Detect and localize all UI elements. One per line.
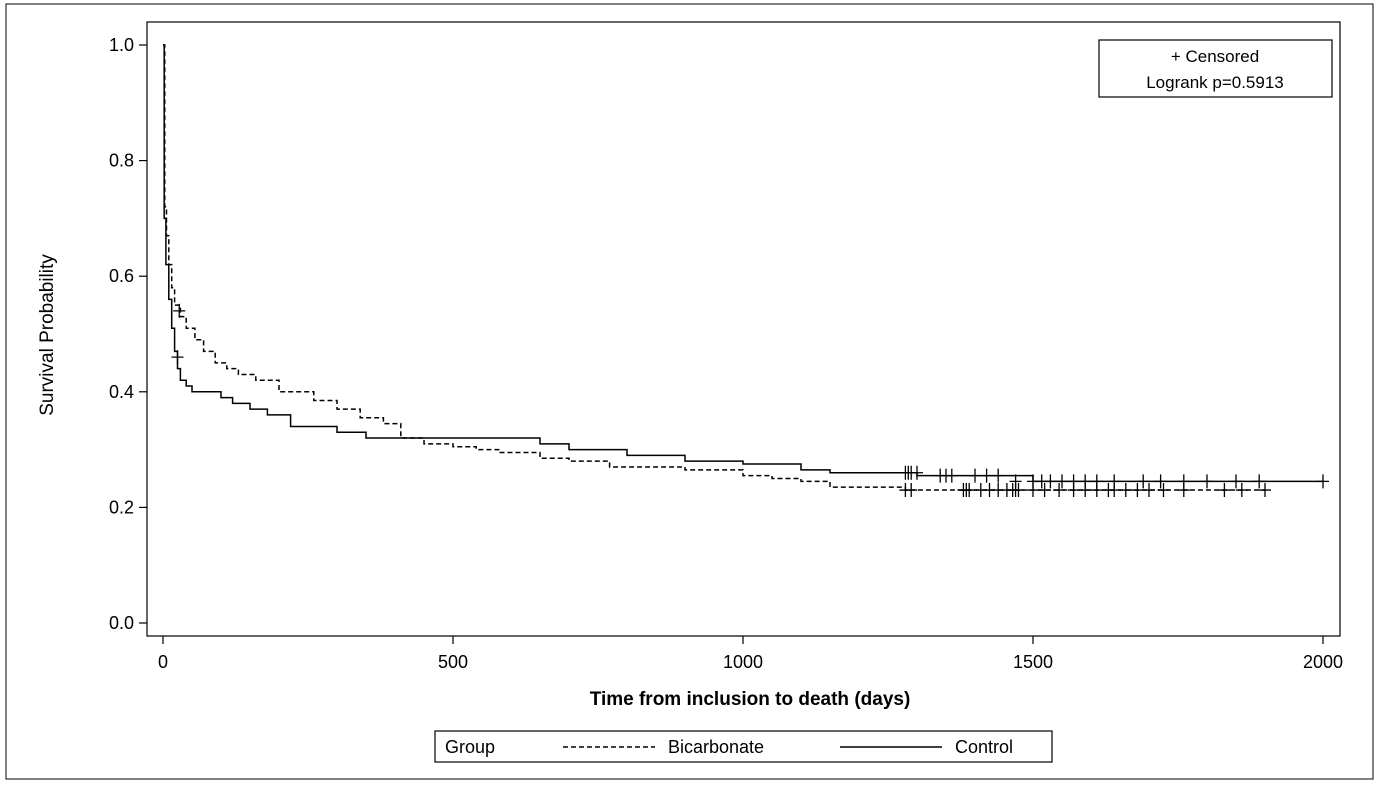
legend-label-bicarbonate: Bicarbonate — [668, 737, 764, 757]
x-tick-label: 1500 — [1013, 652, 1053, 672]
x-tick-label: 1000 — [723, 652, 763, 672]
y-tick-label: 0.8 — [109, 151, 134, 171]
censor-mark-bicarbonate — [1131, 483, 1144, 498]
censor-mark-control — [1154, 474, 1167, 489]
x-tick-label: 500 — [438, 652, 468, 672]
censor-mark-bicarbonate — [1157, 483, 1170, 498]
x-tick-label: 0 — [158, 652, 168, 672]
censor-mark-control — [1230, 474, 1242, 489]
y-tick-label: 1.0 — [109, 35, 134, 55]
y-tick-label: 0.0 — [109, 613, 134, 633]
censor-mark-control — [1201, 474, 1213, 489]
censor-mark-control — [980, 468, 993, 483]
annotation-frame — [1098, 39, 1333, 98]
censor-mark-control — [1079, 474, 1092, 489]
censor-mark-control — [911, 465, 923, 480]
censor-mark-control — [1056, 474, 1068, 489]
censor-mark-control — [1253, 474, 1266, 489]
censor-mark-bicarbonate — [1143, 483, 1155, 498]
censor-mark-control — [1137, 474, 1150, 489]
censor-mark-control — [1009, 474, 1022, 489]
censor-mark-bicarbonate — [905, 483, 918, 498]
censor-mark-control — [171, 350, 184, 365]
censor-mark-control — [969, 468, 981, 483]
y-axis-label: Survival Probability — [37, 254, 58, 416]
censor-mark-control — [1044, 474, 1057, 489]
censor-mark-control — [1108, 474, 1121, 489]
x-tick-label: 2000 — [1303, 652, 1343, 672]
legend-label-control: Control — [955, 737, 1013, 757]
legend: Group Bicarbonate Control — [434, 730, 1053, 763]
y-tick-label: 0.6 — [109, 266, 134, 286]
censor-mark-bicarbonate — [1038, 483, 1051, 498]
x-axis-label: Time from inclusion to death (days) — [590, 689, 911, 710]
censor-mark-bicarbonate — [1053, 483, 1066, 498]
logrank-note: Logrank p=0.5913 — [1146, 73, 1284, 92]
legend-title: Group — [445, 737, 495, 757]
censor-mark-control — [1177, 474, 1190, 489]
y-tick-label: 0.2 — [109, 497, 134, 517]
censor-mark-control — [992, 468, 1005, 483]
censor-mark-bicarbonate — [1235, 483, 1248, 498]
censor-mark-bicarbonate — [173, 303, 186, 318]
censor-mark-control — [1067, 474, 1080, 489]
censor-mark-bicarbonate — [1259, 483, 1271, 498]
censor-mark-bicarbonate — [963, 483, 976, 498]
censor-mark-bicarbonate — [1218, 483, 1231, 498]
y-axis: 0.0 0.2 0.4 0.6 0.8 1.0 — [109, 35, 147, 633]
censor-mark-control — [945, 468, 958, 483]
censor-mark-bicarbonate — [1119, 483, 1132, 498]
y-tick-label: 0.4 — [109, 382, 134, 402]
censored-note: + Censored — [1171, 47, 1259, 66]
censor-mark-control — [1317, 474, 1329, 489]
x-axis: 0 500 1000 1500 2000 — [158, 636, 1343, 672]
censor-mark-control — [1090, 474, 1103, 489]
figure-border — [5, 3, 1374, 780]
series-line-control — [163, 44, 1323, 483]
censor-marks — [171, 303, 1329, 498]
censor-mark-bicarbonate — [1012, 483, 1025, 498]
annotation-box: + Censored Logrank p=0.5913 — [1098, 39, 1333, 98]
legend-frame — [434, 730, 1053, 763]
